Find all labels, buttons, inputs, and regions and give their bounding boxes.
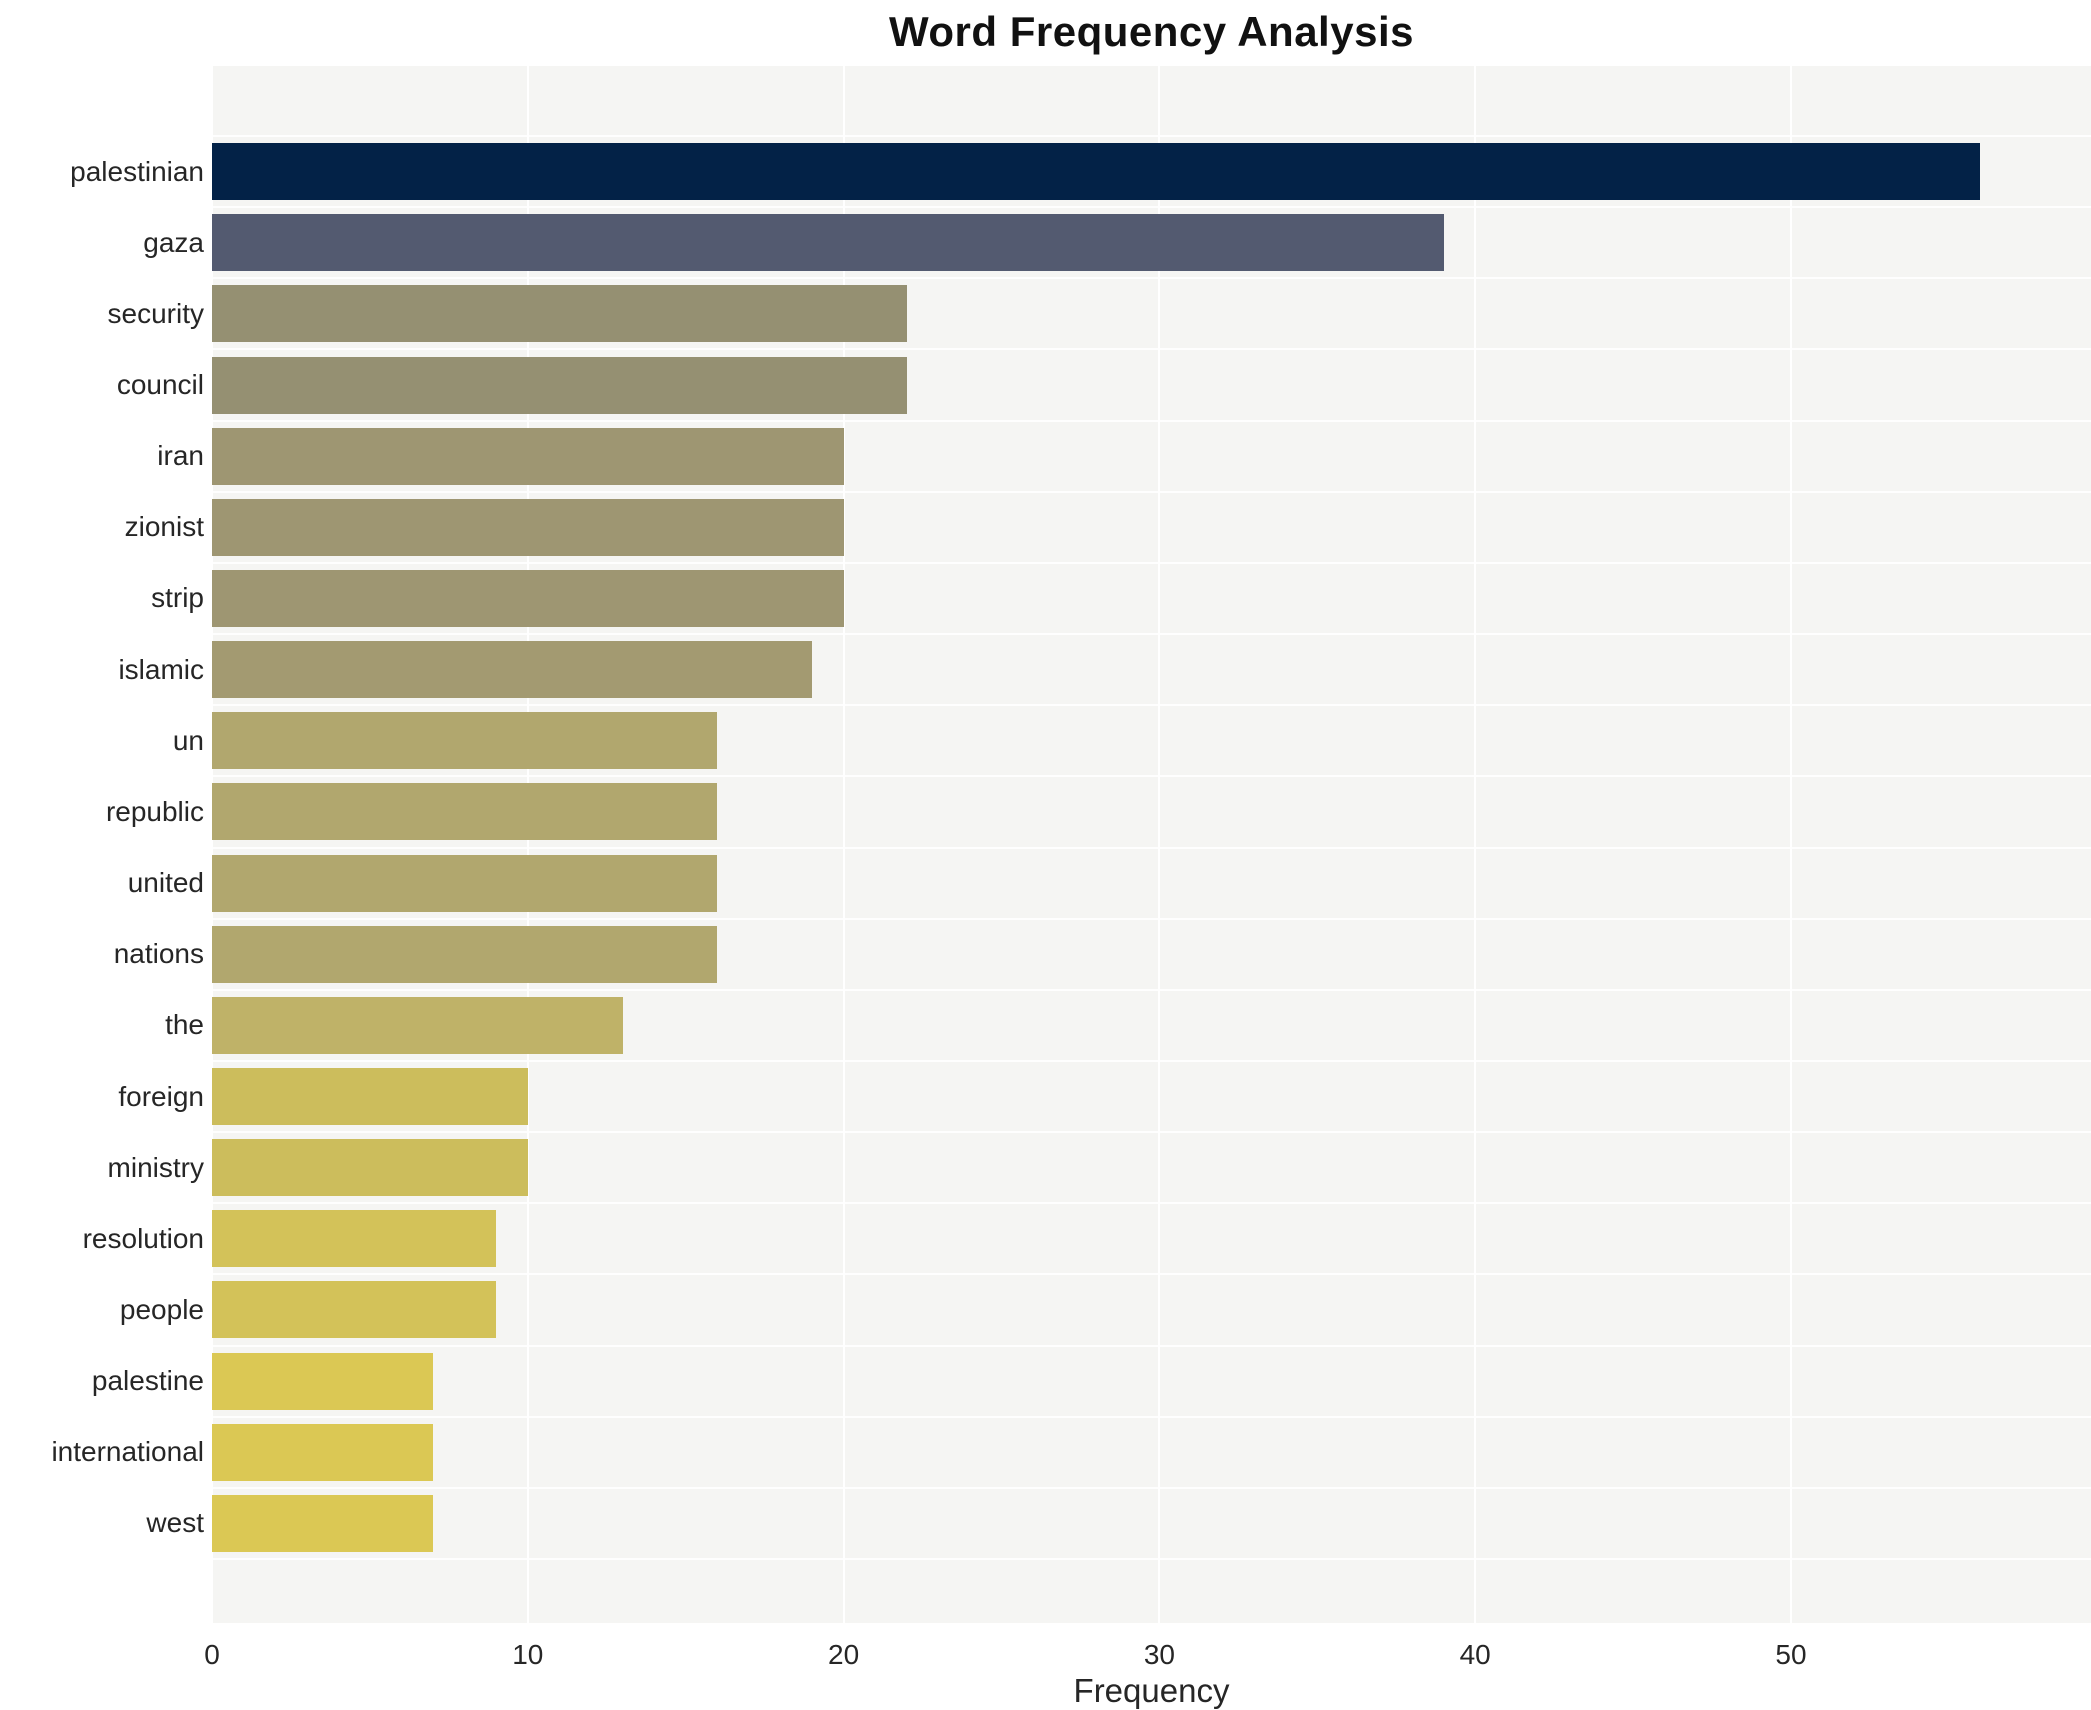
bar-foreign <box>212 1068 528 1126</box>
gridline-y-5 <box>212 490 2091 493</box>
bar-united <box>212 854 718 912</box>
x-axis-title: Frequency <box>1073 1672 1230 1709</box>
bar-international <box>212 1423 434 1481</box>
gridline-y-14 <box>212 1131 2091 1134</box>
y-label-the: the <box>165 1009 204 1041</box>
gridline-x-20 <box>842 66 845 1623</box>
bar-republic <box>212 783 718 841</box>
bar-people <box>212 1281 497 1339</box>
y-label-international: international <box>51 1436 204 1468</box>
y-label-un: un <box>172 724 204 756</box>
bar-gaza <box>212 214 1444 272</box>
bar-zionist <box>212 498 844 556</box>
gridline-y-17 <box>212 1344 2091 1347</box>
y-label-palestinian: palestinian <box>70 155 204 187</box>
x-tick-20: 20 <box>828 1639 860 1670</box>
y-label-security: security <box>107 297 204 329</box>
gridline-y-10 <box>212 846 2091 849</box>
x-tick-40: 40 <box>1459 1639 1491 1670</box>
gridline-y-18 <box>212 1415 2091 1418</box>
y-label-gaza: gaza <box>143 226 204 258</box>
gridline-y-1 <box>212 206 2091 209</box>
gridline-y-0 <box>212 135 2091 137</box>
gridline-y-20 <box>212 1558 2091 1560</box>
x-tick-0: 0 <box>204 1639 220 1670</box>
gridline-x-10 <box>526 66 529 1623</box>
gridline-y-6 <box>212 561 2091 564</box>
gridline-y-19 <box>212 1486 2091 1489</box>
bar-un <box>212 712 718 770</box>
plot-area <box>211 66 2091 1623</box>
gridline-x-0 <box>211 66 213 1623</box>
y-label-republic: republic <box>105 795 204 827</box>
gridline-y-9 <box>212 775 2091 778</box>
gridline-y-7 <box>212 633 2091 636</box>
y-label-iran: iran <box>157 440 204 472</box>
gridline-y-4 <box>212 419 2091 422</box>
bar-islamic <box>212 641 813 699</box>
gridline-x-30 <box>1158 66 1161 1623</box>
y-label-foreign: foreign <box>118 1080 204 1112</box>
x-tick-50: 50 <box>1775 1639 1807 1670</box>
y-label-resolution: resolution <box>82 1222 204 1254</box>
bar-ministry <box>212 1139 528 1197</box>
gridline-x-50 <box>1789 66 1792 1623</box>
y-label-west: west <box>146 1507 204 1539</box>
bar-nations <box>212 925 718 983</box>
y-label-zionist: zionist <box>124 511 204 543</box>
bar-resolution <box>212 1210 497 1268</box>
x-tick-30: 30 <box>1143 1639 1175 1670</box>
y-label-people: people <box>119 1293 204 1325</box>
gridline-y-12 <box>212 988 2091 991</box>
gridline-y-16 <box>212 1273 2091 1276</box>
y-label-palestine: palestine <box>91 1365 204 1397</box>
y-label-ministry: ministry <box>107 1151 204 1183</box>
y-label-council: council <box>116 369 204 400</box>
bar-palestine <box>212 1352 434 1410</box>
bar-security <box>212 285 907 343</box>
bar-strip <box>212 569 844 627</box>
bar-iran <box>212 427 844 485</box>
bar-palestinian <box>212 143 1981 201</box>
y-label-strip: strip <box>151 582 204 614</box>
gridline-y-13 <box>212 1059 2091 1062</box>
y-label-united: united <box>127 867 204 899</box>
gridline-x-40 <box>1474 66 1477 1623</box>
gridline-y-15 <box>212 1202 2091 1205</box>
gridline-y-8 <box>212 704 2091 707</box>
bar-council <box>212 356 907 414</box>
y-label-islamic: islamic <box>118 653 204 685</box>
gridline-y-11 <box>212 917 2091 920</box>
x-tick-10: 10 <box>512 1639 544 1670</box>
gridline-y-3 <box>212 348 2091 351</box>
gridline-y-2 <box>212 277 2091 280</box>
bar-west <box>212 1494 434 1552</box>
y-label-nations: nations <box>113 938 204 970</box>
chart-title: Word Frequency Analysis <box>889 8 1414 55</box>
bar-the <box>212 996 623 1054</box>
